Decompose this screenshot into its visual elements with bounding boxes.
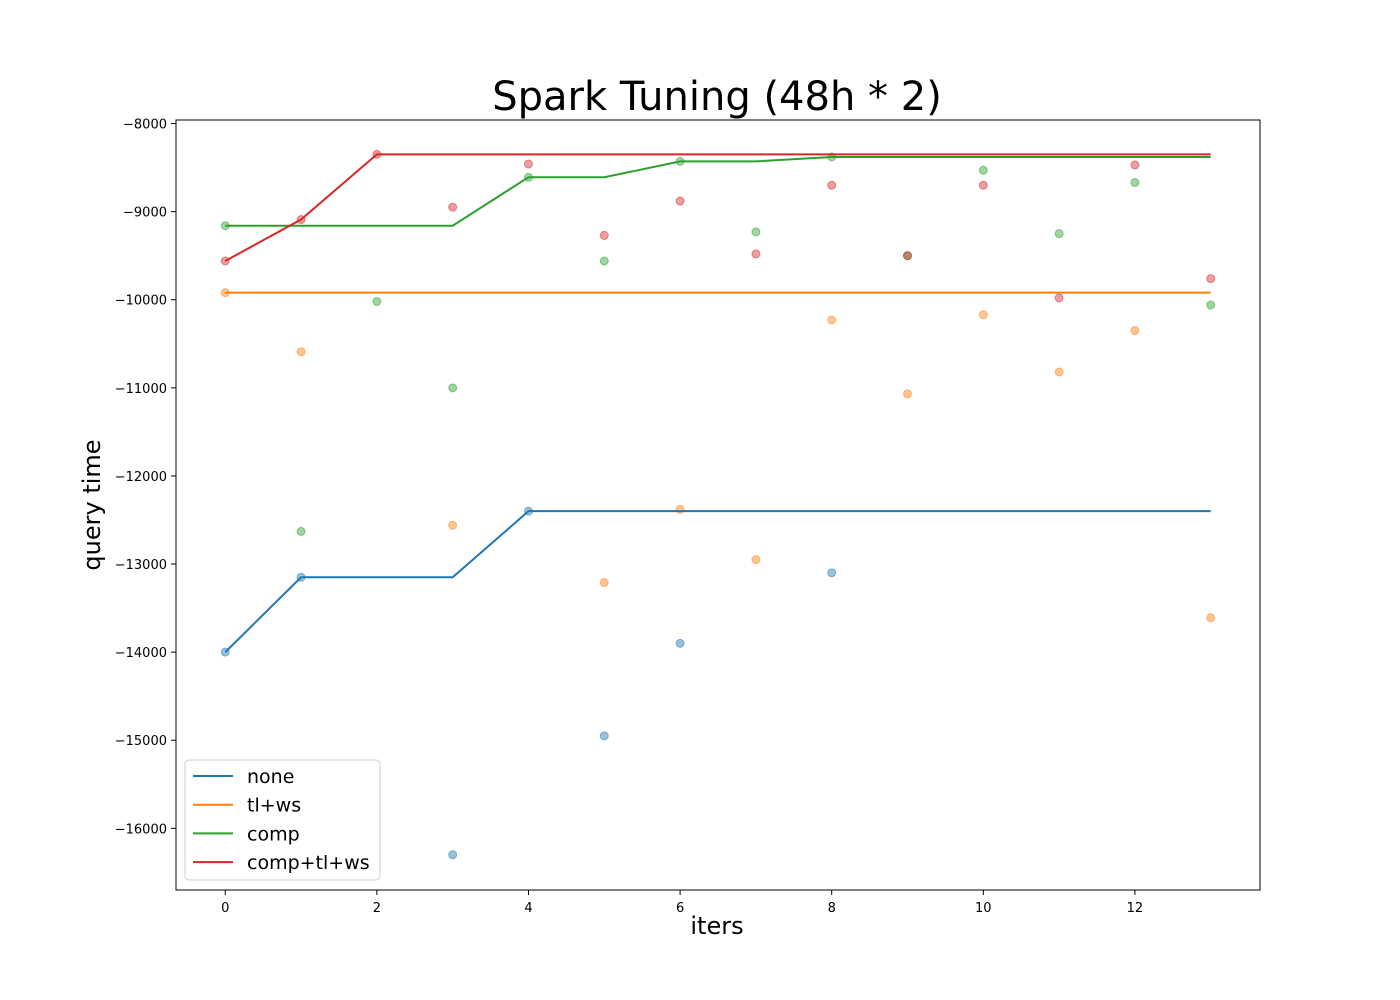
data-point bbox=[448, 520, 458, 530]
data-point bbox=[1054, 229, 1064, 239]
series-line bbox=[224, 510, 1211, 653]
data-point bbox=[827, 180, 837, 190]
data-point bbox=[1130, 160, 1140, 170]
scatter-layer bbox=[220, 149, 1216, 860]
x-tick-label: 0 bbox=[221, 901, 229, 916]
series-line bbox=[224, 153, 1211, 262]
legend-label: tl+ws bbox=[247, 795, 301, 817]
data-point bbox=[978, 310, 988, 320]
y-tick-label: −8000 bbox=[123, 118, 167, 133]
data-point bbox=[751, 555, 761, 565]
legend-label: comp+tl+ws bbox=[247, 852, 370, 874]
x-tick-label: 12 bbox=[1127, 901, 1144, 916]
data-point bbox=[523, 159, 533, 169]
legend: none tl+ws comp comp+tl+ws bbox=[184, 759, 381, 881]
data-point bbox=[372, 296, 382, 306]
data-point bbox=[1054, 293, 1064, 303]
data-point bbox=[1206, 300, 1216, 310]
data-point bbox=[599, 731, 609, 741]
data-point bbox=[1130, 178, 1140, 188]
data-point bbox=[675, 504, 685, 514]
data-point bbox=[1130, 326, 1140, 336]
legend-label: comp bbox=[247, 823, 300, 845]
data-point bbox=[827, 568, 837, 578]
axes-layer: 0 2 4 6 8 10 12 −16000 −15000 −14000 −13000 −12000 −… bbox=[115, 118, 1261, 916]
plot-frame bbox=[175, 119, 1261, 891]
x-tick-label: 10 bbox=[975, 901, 992, 916]
data-point bbox=[599, 230, 609, 240]
data-point bbox=[751, 249, 761, 259]
data-point bbox=[978, 180, 988, 190]
y-tick-label: −16000 bbox=[115, 822, 167, 837]
data-point bbox=[599, 578, 609, 588]
data-point bbox=[675, 638, 685, 648]
y-tick-label: −14000 bbox=[115, 646, 167, 661]
data-point bbox=[599, 256, 609, 266]
data-point bbox=[296, 347, 306, 357]
data-point bbox=[1054, 367, 1064, 377]
x-tick-label: 6 bbox=[676, 901, 684, 916]
data-point bbox=[448, 202, 458, 212]
x-tick-label: 4 bbox=[524, 901, 532, 916]
data-point bbox=[1206, 613, 1216, 623]
data-point bbox=[675, 196, 685, 206]
best-lines-layer bbox=[224, 153, 1211, 653]
data-point bbox=[1206, 274, 1216, 284]
x-axis-label: iters bbox=[690, 912, 744, 940]
data-point bbox=[751, 227, 761, 237]
data-point bbox=[448, 850, 458, 860]
x-tick-label: 2 bbox=[373, 901, 381, 916]
series-line bbox=[225, 156, 1211, 227]
data-point bbox=[448, 383, 458, 393]
data-point bbox=[978, 165, 988, 175]
data-point bbox=[827, 315, 837, 325]
legend-label: none bbox=[247, 766, 294, 788]
y-tick-label: −10000 bbox=[115, 294, 167, 309]
legend-box bbox=[184, 759, 381, 881]
data-point bbox=[903, 389, 913, 399]
y-tick-label: −9000 bbox=[123, 206, 167, 221]
y-tick-label: −12000 bbox=[115, 470, 167, 485]
data-point bbox=[903, 251, 913, 261]
chart-title: Spark Tuning (48h * 2) bbox=[492, 74, 942, 120]
y-tick-label: −15000 bbox=[115, 734, 167, 749]
x-tick-label: 8 bbox=[828, 901, 836, 916]
y-tick-label: −13000 bbox=[115, 558, 167, 573]
y-tick-label: −11000 bbox=[115, 382, 167, 397]
data-point bbox=[296, 526, 306, 536]
